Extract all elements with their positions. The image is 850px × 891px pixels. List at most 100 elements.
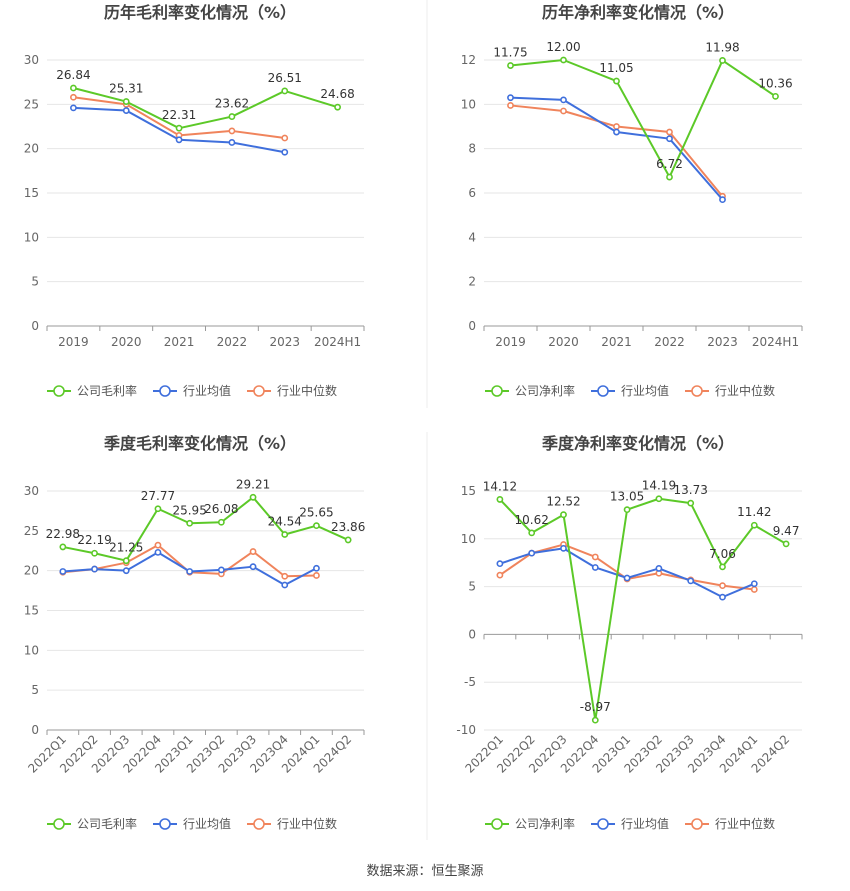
data-point-company <box>666 173 673 181</box>
series-line-company <box>62 496 349 562</box>
data-point-median <box>313 572 320 579</box>
data-point-avg <box>687 577 695 585</box>
data-label: 21.25 <box>109 541 143 555</box>
data-point-company <box>175 124 183 132</box>
legend-marker-icon <box>691 818 703 830</box>
data-point-avg <box>154 548 162 556</box>
data-point-company <box>70 84 77 92</box>
legend-label: 行业均值 <box>621 816 669 831</box>
data-point-company <box>782 540 790 548</box>
series-line-company <box>73 87 338 130</box>
data-label: 26.51 <box>268 71 302 85</box>
x-tick-label: 2023 <box>707 335 738 349</box>
legend-marker-icon <box>597 385 609 397</box>
data-point-median <box>591 553 599 561</box>
data-point-company <box>623 506 631 514</box>
legend-marker-icon <box>491 818 503 830</box>
data-label: 22.98 <box>46 527 80 541</box>
legend-marker-icon <box>691 385 703 397</box>
data-point-median <box>666 128 673 136</box>
data-label: 7.06 <box>709 547 736 561</box>
data-point-median <box>70 93 77 101</box>
legend-label: 行业中位数 <box>715 816 775 831</box>
data-point-avg <box>719 593 726 601</box>
data-point-avg <box>122 107 130 114</box>
data-label: 24.54 <box>268 514 302 528</box>
legend-label: 行业均值 <box>621 383 669 398</box>
legend-marker-icon <box>159 385 171 397</box>
data-label: -8.97 <box>580 700 611 714</box>
data-source-note: 数据来源：恒生聚源 <box>366 864 484 879</box>
data-point-company <box>334 103 341 111</box>
data-point-avg <box>507 94 514 102</box>
y-tick-label: 4 <box>468 230 476 244</box>
data-point-median <box>719 582 726 590</box>
chart-panel-4: 季度净利率变化情况（%）-10-50510152022Q12022Q22022Q… <box>456 434 803 831</box>
data-label: 11.42 <box>737 505 771 519</box>
data-point-median <box>154 541 162 549</box>
data-point-avg <box>249 563 257 571</box>
legend-label: 行业中位数 <box>277 383 337 398</box>
data-label: 13.05 <box>610 490 644 504</box>
data-label: 12.00 <box>546 40 580 54</box>
y-tick-label: 6 <box>468 186 476 200</box>
y-tick-label: 25 <box>24 97 39 111</box>
series-line-company <box>510 59 777 179</box>
data-label: 23.62 <box>215 97 249 111</box>
data-label: 27.77 <box>141 489 175 503</box>
data-point-avg <box>560 96 567 104</box>
data-point-company <box>719 57 726 64</box>
legend-item-company: 公司毛利率 <box>47 383 137 398</box>
data-label: 14.19 <box>642 479 676 493</box>
y-tick-label: -5 <box>464 675 476 689</box>
y-tick-label: 20 <box>24 564 39 578</box>
y-tick-label: 10 <box>24 230 39 244</box>
legend-label: 公司毛利率 <box>77 816 137 831</box>
chart-title: 季度毛利率变化情况（%） <box>103 434 296 453</box>
y-tick-label: 5 <box>31 683 39 697</box>
legend-item-median: 行业中位数 <box>685 383 775 398</box>
legend-item-company: 公司净利率 <box>485 383 575 398</box>
data-point-avg <box>91 565 98 573</box>
data-label: 10.36 <box>758 76 792 90</box>
legend-item-avg: 行业均值 <box>591 816 669 831</box>
chart-panel-1: 历年毛利率变化情况（%） 0 5 10 15 20 25 30 2019 2020 2021 2022… <box>24 3 365 398</box>
data-point-company <box>528 529 536 537</box>
data-point-company <box>217 518 225 526</box>
y-tick-label: -10 <box>456 723 476 737</box>
data-point-avg <box>70 104 77 112</box>
data-label: 25.65 <box>299 506 333 520</box>
chart-title: 历年毛利率变化情况（%） <box>104 3 296 22</box>
data-point-median <box>281 572 289 580</box>
data-point-company <box>91 549 98 557</box>
data-point-avg <box>496 560 504 568</box>
x-tick-label: 2022 <box>217 335 248 349</box>
legend-marker-icon <box>253 385 265 397</box>
y-tick-label: 8 <box>468 142 476 156</box>
data-point-avg <box>313 564 320 572</box>
data-label: 25.31 <box>109 82 143 96</box>
y-tick-label: 0 <box>31 723 39 737</box>
legend-marker-icon <box>159 818 171 830</box>
data-label: 26.08 <box>204 502 238 516</box>
data-point-avg <box>186 568 194 575</box>
data-label: 9.47 <box>773 524 800 538</box>
data-point-avg <box>217 566 225 574</box>
legend-label: 行业中位数 <box>715 383 775 398</box>
x-tick-label: 2019 <box>495 335 526 349</box>
data-point-company <box>281 87 289 95</box>
legend-label: 公司净利率 <box>515 816 575 831</box>
data-label: 26.84 <box>56 68 90 82</box>
data-point-avg <box>719 196 726 204</box>
y-tick-label: 15 <box>24 186 39 200</box>
x-tick-label: 2022 <box>654 335 685 349</box>
x-tick-label: 2024H1 <box>314 335 361 349</box>
data-point-avg <box>750 580 758 588</box>
data-point-avg <box>560 544 567 552</box>
data-label: 11.98 <box>705 40 739 54</box>
data-point-avg <box>228 139 236 146</box>
data-label: 22.19 <box>77 533 111 547</box>
data-point-company <box>560 511 567 519</box>
data-point-avg <box>591 564 599 571</box>
legend-marker-icon <box>597 818 609 830</box>
